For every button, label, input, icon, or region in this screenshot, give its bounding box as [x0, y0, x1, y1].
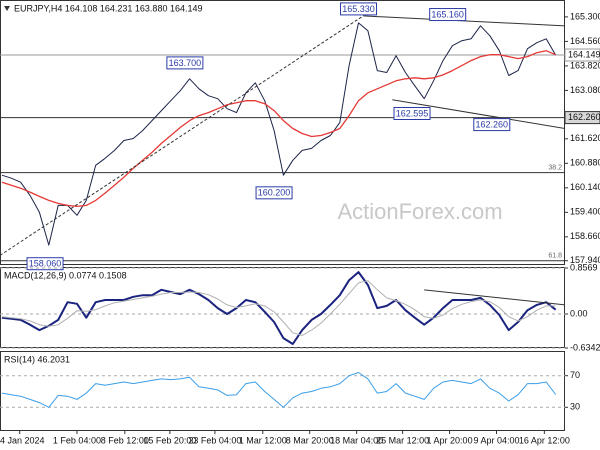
panel-title: EURJPY,H4 164.108 164.231 163.880 164.14… — [14, 3, 203, 13]
y-tick-label: 0.00 — [570, 308, 588, 318]
x-tick-label: 18 Mar 04:00 — [330, 435, 383, 445]
x-tick-label: 1 Mar 12:00 — [239, 435, 287, 445]
level-label: 38.2 — [548, 164, 562, 171]
x-tick-label: 9 Apr 04:00 — [473, 435, 519, 445]
tag-label: 164.149 — [568, 49, 600, 59]
y-tick-label: -0.6342 — [570, 342, 600, 352]
annotation-label: 162.595 — [396, 108, 429, 118]
x-tick-label: 16 Apr 12:00 — [519, 435, 570, 445]
y-tick-label: 163.820 — [570, 60, 600, 70]
y-tick-label: 30 — [570, 402, 580, 412]
annotation-label: 163.700 — [169, 58, 202, 68]
series-line — [1, 22, 557, 246]
y-tick-label: 70 — [570, 370, 580, 380]
annotation-box — [26, 257, 64, 271]
annotation-box — [473, 118, 511, 132]
x-tick-label: 8 Mar 20:00 — [286, 435, 334, 445]
annotation-box — [429, 8, 467, 22]
x-tick-label: 1 Apr 20:00 — [427, 435, 473, 445]
annotation-box — [255, 186, 293, 200]
level-label: 61.8 — [548, 253, 562, 260]
rsi-panel — [0, 351, 565, 431]
series-line — [1, 372, 556, 408]
series-line — [1, 50, 556, 208]
x-tick-label: 25 Mar 12:00 — [376, 435, 429, 445]
y-tick-label: 158.660 — [570, 231, 600, 241]
x-tick-label: 8 Feb 12:00 — [101, 435, 149, 445]
annotation-label: 165.330 — [342, 4, 375, 14]
y-tick-label: 165.300 — [570, 11, 600, 21]
y-tick-label: 160.880 — [570, 158, 600, 168]
y-tick-label: 159.400 — [570, 207, 600, 217]
trendline — [0, 15, 364, 256]
tag-label: 162.260 — [568, 112, 600, 122]
series-line — [1, 271, 557, 345]
x-tick-label: 24 Jan 2024 — [0, 435, 44, 445]
y-tick-label: 0.8569 — [570, 262, 598, 272]
series-line — [1, 280, 556, 336]
tag-box — [564, 48, 600, 62]
watermark: ActionForex.com — [337, 199, 502, 224]
annotation-box — [340, 2, 378, 16]
y-tick-label: 157.940 — [570, 255, 600, 265]
y-tick-label: 161.620 — [570, 133, 600, 143]
tag-box — [564, 111, 600, 125]
annotation-box — [166, 56, 204, 70]
annotation-label: 165.160 — [431, 9, 464, 19]
trendline — [424, 289, 566, 306]
x-tick-label: 23 Feb 04:00 — [188, 435, 241, 445]
symbol-icon — [4, 6, 10, 11]
y-tick-label: 163.080 — [570, 85, 600, 95]
trendline — [392, 99, 566, 130]
x-tick-label: 1 Feb 04:00 — [53, 435, 101, 445]
panel-title: RSI(14) 46.2031 — [4, 354, 70, 364]
y-tick-label: 164.560 — [570, 36, 600, 46]
x-tick-label: 15 Feb 20:00 — [143, 435, 196, 445]
annotation-box — [393, 107, 431, 121]
annotation-label: 158.060 — [29, 259, 62, 269]
y-tick-label: 160.140 — [570, 182, 600, 192]
price-panel — [0, 0, 565, 265]
panel-title: MACD(12,26,9) 0.0774 0.1508 — [4, 270, 127, 280]
annotation-label: 160.200 — [258, 188, 291, 198]
annotation-label: 162.260 — [476, 119, 509, 129]
